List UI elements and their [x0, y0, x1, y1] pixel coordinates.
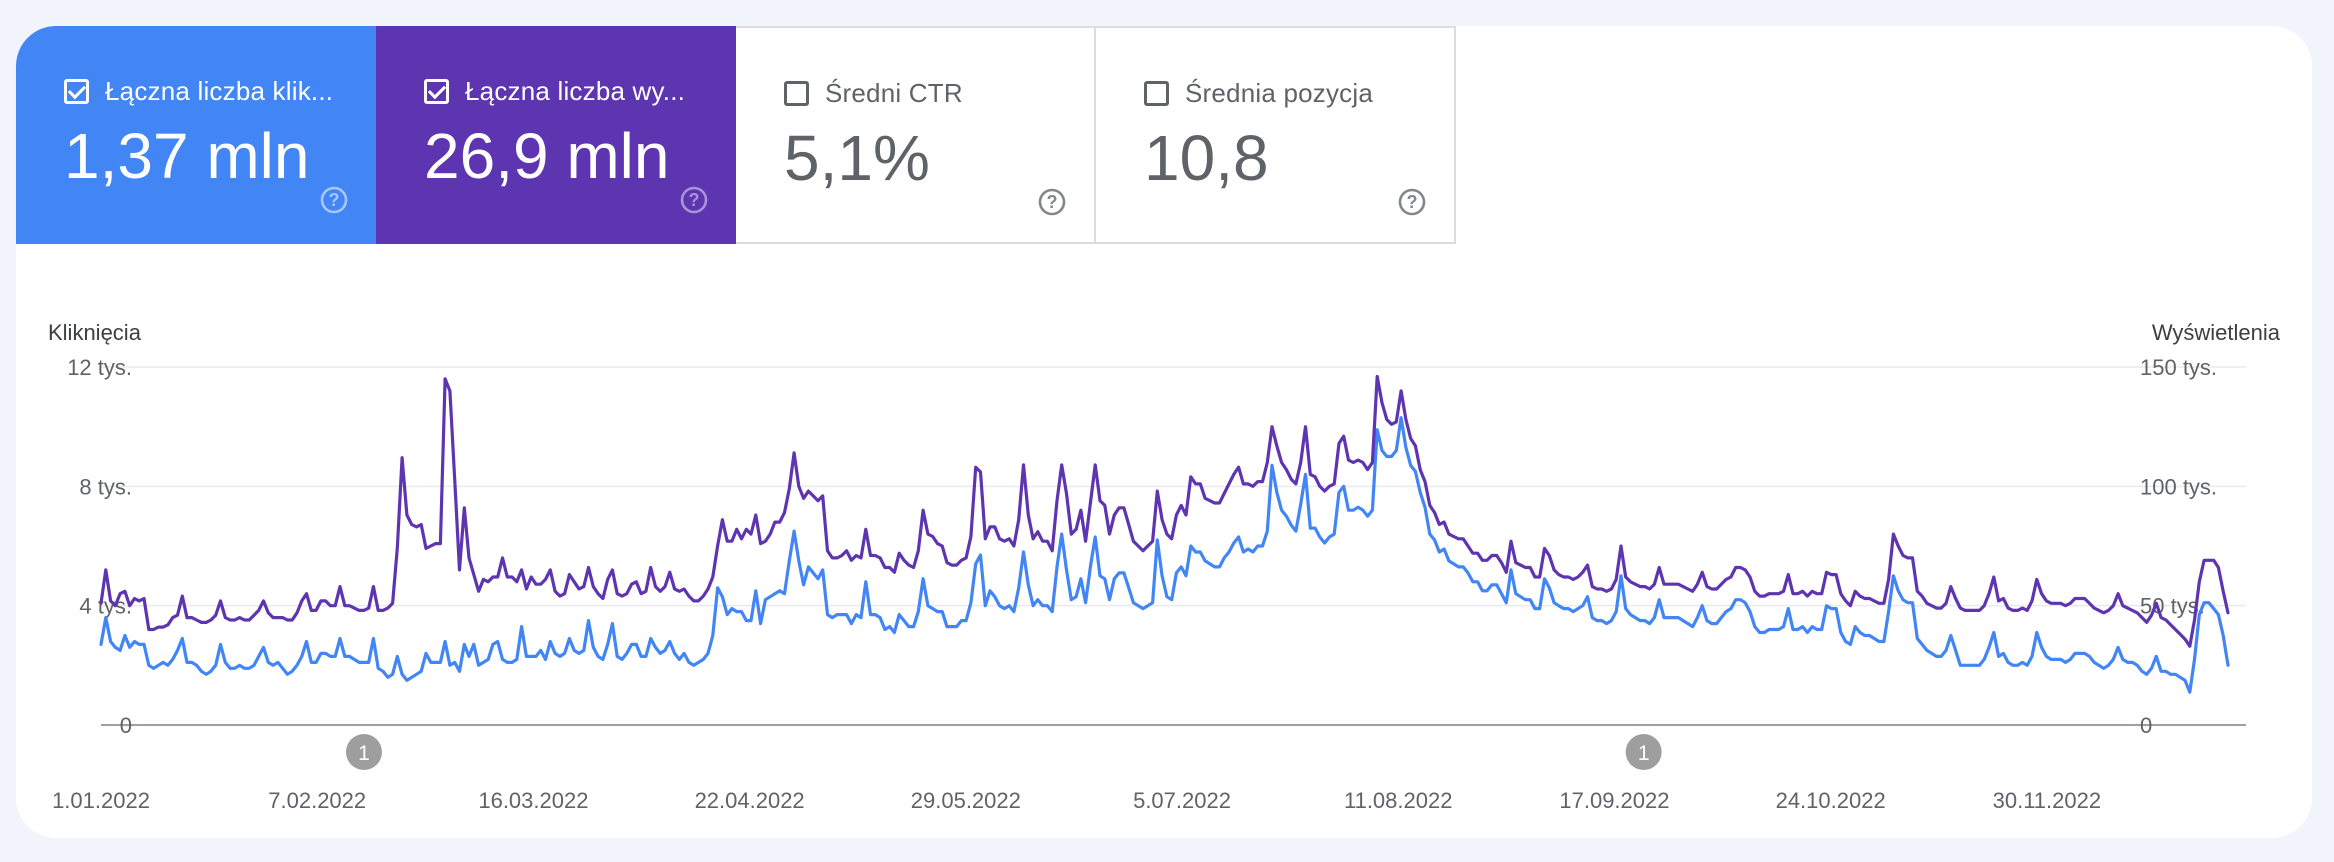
- clicks-series-line[interactable]: [99, 416, 2230, 694]
- tab-label: Średnia pozycja: [1185, 78, 1373, 108]
- tab-label: Łączna liczba klik...: [105, 76, 334, 106]
- tab-total-impressions[interactable]: Łączna liczba wy... 26,9 mln ?: [376, 26, 736, 244]
- x-tick-label: 5.07.2022: [1133, 788, 1231, 813]
- performance-line-chart: Kliknięcia Wyświetlenia 0 04 tys. 50 tys.8…: [48, 320, 2281, 813]
- checkbox-unchecked-icon[interactable]: [784, 81, 809, 106]
- performance-card: Łączna liczba klik... 1,37 mln ? Łączna …: [16, 26, 2312, 838]
- x-tick-label: 1.01.2022: [52, 788, 150, 813]
- help-icon[interactable]: ?: [680, 186, 708, 214]
- svg-text:?: ?: [329, 190, 340, 210]
- x-tick-label: 29.05.2022: [911, 788, 1021, 813]
- x-tick-label: 30.11.2022: [1993, 788, 2101, 813]
- x-tick-label: 16.03.2022: [478, 788, 588, 813]
- left-tick-label: 12 tys.: [67, 355, 132, 380]
- tab-value: 10,8: [1144, 122, 1269, 194]
- left-tick-label: 8 tys.: [79, 474, 132, 499]
- help-icon[interactable]: ?: [320, 186, 348, 214]
- tab-header: Łączna liczba klik...: [64, 76, 333, 107]
- tab-label: Średni CTR: [825, 78, 963, 108]
- impressions-series-line[interactable]: [99, 374, 2230, 648]
- tab-header: Łączna liczba wy...: [424, 76, 685, 107]
- tab-average-ctr[interactable]: Średni CTR 5,1% ?: [736, 26, 1096, 244]
- x-tick-label: 24.10.2022: [1776, 788, 1886, 813]
- tab-value: 1,37 mln: [64, 120, 310, 192]
- svg-text:?: ?: [1407, 192, 1418, 212]
- x-tick-label: 22.04.2022: [695, 788, 805, 813]
- tab-average-position[interactable]: Średnia pozycja 10,8 ?: [1096, 26, 1456, 244]
- checkbox-unchecked-icon[interactable]: [1144, 81, 1169, 106]
- x-tick-label: 11.08.2022: [1344, 788, 1452, 813]
- annotation-label: 1: [358, 742, 370, 765]
- left-tick-label: 0: [120, 713, 132, 738]
- annotation-marker[interactable]: 1: [1625, 734, 1662, 770]
- right-tick-label: 100 tys.: [2140, 474, 2217, 499]
- tab-header: Średni CTR: [784, 78, 963, 109]
- tab-header: Średnia pozycja: [1144, 78, 1373, 109]
- svg-text:?: ?: [689, 190, 700, 210]
- help-icon[interactable]: ?: [1398, 188, 1426, 216]
- left-tick-label: 4 tys.: [79, 594, 132, 619]
- annotation-marker[interactable]: 1: [345, 734, 382, 770]
- left-axis-label: Kliknięcia: [48, 320, 142, 345]
- right-axis-label: Wyświetlenia: [2152, 320, 2281, 345]
- tab-value: 5,1%: [784, 122, 930, 194]
- svg-text:?: ?: [1047, 192, 1058, 212]
- checkbox-checked-icon[interactable]: [424, 79, 449, 104]
- tab-label: Łączna liczba wy...: [465, 76, 686, 106]
- tab-total-clicks[interactable]: Łączna liczba klik... 1,37 mln ?: [16, 26, 376, 244]
- checkbox-checked-icon[interactable]: [64, 79, 89, 104]
- right-tick-label: 0: [2140, 713, 2152, 738]
- x-tick-label: 7.02.2022: [268, 788, 366, 813]
- metric-tabs: Łączna liczba klik... 1,37 mln ? Łączna …: [16, 26, 1456, 244]
- x-tick-label: 17.09.2022: [1559, 788, 1669, 813]
- help-icon[interactable]: ?: [1038, 188, 1066, 216]
- right-tick-label: 150 tys.: [2140, 355, 2217, 380]
- tab-value: 26,9 mln: [424, 120, 670, 192]
- annotation-label: 1: [1638, 742, 1650, 765]
